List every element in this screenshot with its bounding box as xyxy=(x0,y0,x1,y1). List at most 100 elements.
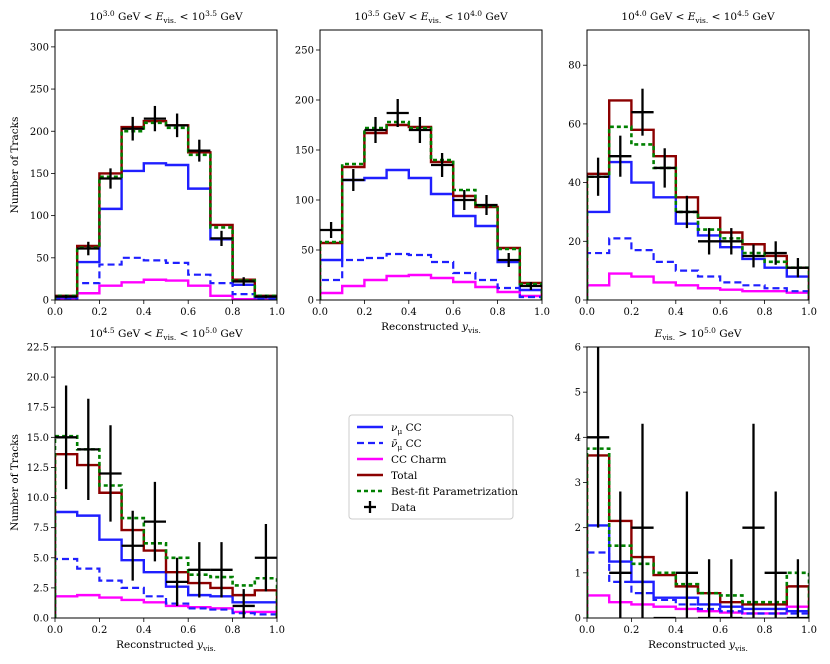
y-tick-label: 22.5 xyxy=(27,343,49,354)
x-tick-label: 0.2 xyxy=(623,307,639,318)
y-tick-label: 4 xyxy=(575,433,581,444)
x-tick-label: 0.0 xyxy=(579,307,595,318)
panel-3: 0.0 0.2 0.4 0.6 0.8 1.0 0 20 40 60 80 104.0 GeV < E… xyxy=(568,9,817,318)
x-tick-label: 1.0 xyxy=(801,625,817,636)
series-total xyxy=(587,454,809,618)
y-tick-label: 0 xyxy=(575,614,581,625)
y-tick-label: 300 xyxy=(30,42,49,53)
plot-area xyxy=(55,105,277,300)
x-tick-label: 0.2 xyxy=(623,625,639,636)
y-axis-label: Number of Tracks xyxy=(9,434,21,531)
panel-1: 0.0 0.2 0.4 0.6 0.8 1.0 0 50 100 150 200 250 300 103.… xyxy=(9,9,285,318)
y-tick-label: 6 xyxy=(575,343,581,354)
x-tick-label: 1.0 xyxy=(801,307,817,318)
legend: νμ CC ν̄μ CC CC Charm Total Best-fit Paramet… xyxy=(348,414,518,520)
axes-frame xyxy=(54,29,278,301)
panel-5: 0.0 0.2 0.4 0.6 0.8 1.0 0 1 2 3 4 5 6 Evis. > 105.0 G… xyxy=(575,326,817,653)
x-tick-label: 0.0 xyxy=(579,625,595,636)
x-tick-label: 0.2 xyxy=(91,625,107,636)
panel-4: 0.0 0.2 0.4 0.6 0.8 1.0 0.0 2.5 5.0 7.5 10.0 12.5 15… xyxy=(9,326,285,653)
panel-title: 103.0 GeV < Evis. < 103.5 GeV xyxy=(89,9,243,25)
y-tick-label: 10.0 xyxy=(27,493,49,504)
series-nu-cc xyxy=(587,160,809,300)
axes-frame xyxy=(319,29,543,301)
series-nubar-cc xyxy=(55,256,277,300)
legend-label: Total xyxy=(391,470,418,482)
y-axis-label: Number of Tracks xyxy=(9,117,21,214)
y-tick-label: 0 xyxy=(308,296,314,307)
y-tick-label: 2 xyxy=(575,523,581,534)
plot-area xyxy=(55,385,277,618)
x-axis-label: Reconstructed yvis. xyxy=(116,639,216,653)
y-tick-label: 0.0 xyxy=(33,614,49,625)
y-tick-label: 150 xyxy=(295,146,314,157)
panel-2: 0.0 0.2 0.4 0.6 0.8 1.0 0 50 100 150 200 250 103.5 G… xyxy=(295,9,550,335)
x-tick-label: 0.6 xyxy=(712,307,728,318)
series-total xyxy=(55,119,277,300)
x-tick-label: 0.0 xyxy=(312,307,328,318)
series-best-fit xyxy=(320,120,542,300)
plot-area xyxy=(320,99,542,300)
series-cc-charm xyxy=(55,278,277,300)
y-tick-label: 3 xyxy=(575,478,581,489)
legend-frame xyxy=(348,414,514,520)
x-axis-label: Reconstructed yvis. xyxy=(381,321,481,335)
y-tick-label: 150 xyxy=(30,169,49,180)
x-tick-label: 0.6 xyxy=(445,307,461,318)
panel-title: 103.5 GeV < Evis. < 104.0 GeV xyxy=(354,9,508,25)
series-best-fit xyxy=(587,447,809,618)
x-tick-label: 0.8 xyxy=(225,625,241,636)
x-tick-label: 0.4 xyxy=(136,625,152,636)
x-tick-label: 0.0 xyxy=(47,625,63,636)
y-tick-label: 15.0 xyxy=(27,433,49,444)
y-tick-label: 0 xyxy=(575,296,581,307)
y-tick-label: 200 xyxy=(295,96,314,107)
y-tick-label: 250 xyxy=(295,46,314,57)
y-tick-label: 80 xyxy=(568,61,581,72)
x-tick-label: 0.6 xyxy=(180,625,196,636)
x-tick-label: 0.2 xyxy=(91,307,107,318)
x-tick-label: 0.4 xyxy=(136,307,152,318)
x-tick-label: 0.6 xyxy=(712,625,728,636)
series-nubar-cc xyxy=(320,252,542,300)
y-tick-label: 60 xyxy=(568,119,581,130)
y-tick-label: 5.0 xyxy=(33,553,49,564)
legend-label: νμ CC xyxy=(391,422,422,436)
legend-label: Data xyxy=(391,502,416,514)
x-tick-label: 0.4 xyxy=(401,307,417,318)
y-tick-label: 100 xyxy=(295,196,314,207)
x-tick-label: 0.6 xyxy=(180,307,196,318)
legend-label: CC Charm xyxy=(391,454,446,466)
x-tick-label: 0.4 xyxy=(668,307,684,318)
y-tick-label: 20.0 xyxy=(27,373,49,384)
series-nu-cc xyxy=(587,524,809,618)
y-tick-label: 12.5 xyxy=(27,463,49,474)
x-tick-label: 1.0 xyxy=(269,625,285,636)
x-tick-label: 0.8 xyxy=(225,307,241,318)
series-best-fit xyxy=(55,434,277,618)
x-tick-label: 0.4 xyxy=(668,625,684,636)
series-best-fit xyxy=(55,121,277,300)
legend-label: Best-fit Parametrization xyxy=(391,486,518,498)
y-tick-label: 100 xyxy=(30,211,49,222)
series-nubar-cc xyxy=(587,237,809,300)
x-tick-label: 1.0 xyxy=(534,307,550,318)
y-tick-label: 1 xyxy=(575,568,581,579)
x-axis-label: Reconstructed yvis. xyxy=(648,639,748,653)
y-tick-label: 5 xyxy=(575,388,581,399)
series-cc-charm xyxy=(587,272,809,300)
y-tick-label: 40 xyxy=(568,178,581,189)
legend-label: ν̄μ CC xyxy=(391,438,422,452)
x-tick-label: 0.8 xyxy=(757,625,773,636)
series-cc-charm xyxy=(320,273,542,300)
x-tick-label: 0.0 xyxy=(47,307,63,318)
plot-area xyxy=(587,88,809,300)
series-nubar-cc xyxy=(587,551,809,618)
x-tick-label: 0.8 xyxy=(757,307,773,318)
y-tick-label: 50 xyxy=(36,253,49,264)
panel-title: 104.0 GeV < Evis. < 104.5 GeV xyxy=(621,9,775,25)
y-tick-label: 200 xyxy=(30,127,49,138)
y-tick-label: 2.5 xyxy=(33,583,49,594)
y-tick-label: 20 xyxy=(568,237,581,248)
x-tick-label: 1.0 xyxy=(269,307,285,318)
